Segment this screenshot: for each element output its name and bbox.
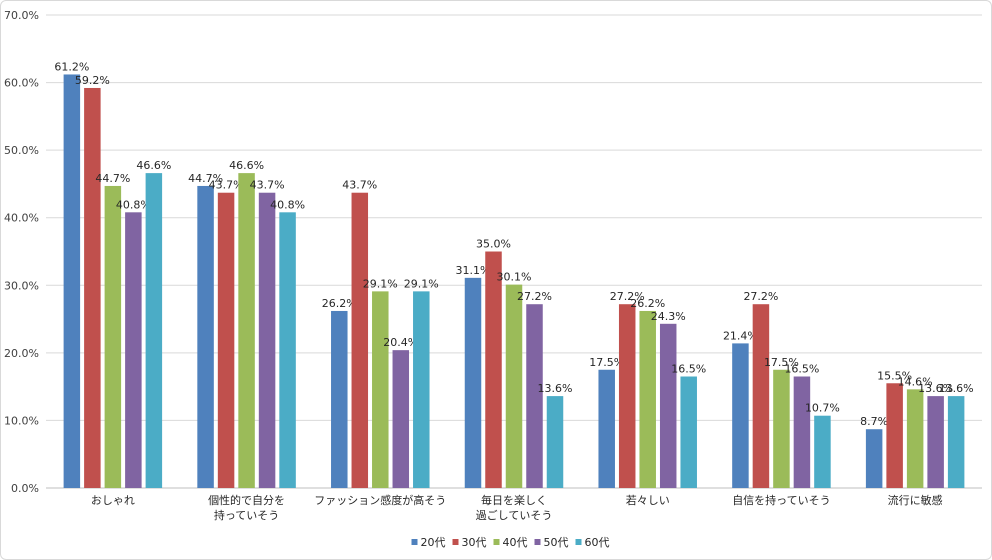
bar [197,185,214,488]
data-label: 43.7% [342,179,377,192]
data-label: 24.3% [651,310,686,323]
data-label: 27.2% [517,290,552,303]
x-category-label: 自信を持っていそう [732,493,830,507]
bar [145,173,163,489]
legend-label: 40代 [503,536,528,549]
y-tick-label: 50.0% [4,144,39,157]
data-label: 61.2% [54,60,89,73]
bar [773,369,790,488]
bar [598,369,615,488]
x-category-label: 過ごしていそう [476,508,553,522]
data-label: 27.2% [610,290,645,303]
bar [279,212,296,488]
x-category-label: 若々しい [626,494,670,507]
legend-label: 50代 [544,536,569,549]
bar [392,350,410,488]
bar [372,291,389,488]
bar [351,192,369,488]
bar [865,429,883,488]
data-label: 26.2% [322,297,357,310]
bar [814,415,831,488]
legend-label: 30代 [462,536,487,549]
legend-swatch [452,539,459,545]
legend-label: 20代 [421,536,446,549]
bar [947,396,965,488]
data-label: 21.4% [723,329,758,342]
bar [639,310,656,488]
data-label: 29.1% [363,277,398,290]
bar [125,212,142,488]
bar [752,304,770,488]
data-label: 40.8% [270,198,305,211]
bar [618,304,636,488]
data-label: 31.1% [456,264,491,277]
x-category-label: 流行に敏感 [888,493,943,507]
x-category-label: 個性的で自分を [208,493,285,507]
bar [659,323,677,488]
bar [546,396,564,488]
y-tick-label: 0.0% [11,482,39,495]
data-label: 8.7% [860,415,888,428]
y-tick-label: 40.0% [4,212,39,225]
bar [104,185,122,488]
legend-swatch [411,539,418,545]
data-label: 15.5% [877,369,912,382]
bar [906,389,924,488]
y-tick-label: 10.0% [4,414,39,427]
data-label: 13.6% [918,382,953,395]
bar [464,277,482,488]
x-category-label: 持っていそう [214,508,279,522]
data-label: 13.6% [939,382,974,395]
y-tick-label: 30.0% [4,279,39,292]
data-label: 43.7% [209,179,244,192]
data-label: 35.0% [476,238,511,251]
bar [793,376,811,488]
bar [331,310,348,488]
data-label: 17.5% [764,356,799,369]
data-label: 13.6% [538,382,573,395]
legend-label: 60代 [585,536,610,549]
data-label: 44.7% [95,172,130,185]
legend-swatch [575,539,582,545]
y-tick-label: 60.0% [4,77,39,90]
bar [258,192,276,488]
legend-swatch [493,539,500,545]
x-category-label: 毎日を楽しく [481,494,547,507]
data-label: 16.5% [784,363,819,376]
x-category-label: ファッション感度が高そう [314,493,446,507]
data-label: 30.1% [497,271,532,284]
y-tick-label: 70.0% [4,9,39,22]
y-tick-label: 20.0% [4,347,39,360]
data-label: 46.6% [136,159,171,172]
data-label: 10.7% [805,402,840,415]
bar [526,304,543,488]
data-label: 44.7% [188,172,223,185]
data-label: 17.5% [589,356,624,369]
legend-swatch [534,539,541,545]
data-label: 27.2% [743,290,778,303]
data-label: 43.7% [250,179,285,192]
data-label: 14.6% [898,375,933,388]
data-label: 26.2% [630,297,665,310]
bar [927,396,944,488]
data-label: 40.8% [116,198,151,211]
bar [886,383,903,488]
bar [238,173,255,489]
bar [505,284,523,488]
bar [413,291,430,488]
bar [680,376,697,488]
data-label: 16.5% [671,363,706,376]
bar [217,192,235,488]
bar [63,74,81,488]
data-label: 46.6% [229,159,264,172]
bar [485,251,502,488]
data-label: 29.1% [404,277,439,290]
bar [732,343,749,488]
data-label: 20.4% [383,336,418,349]
data-label: 59.2% [75,74,110,87]
x-category-label: おしゃれ [91,494,135,507]
bar [84,87,101,488]
